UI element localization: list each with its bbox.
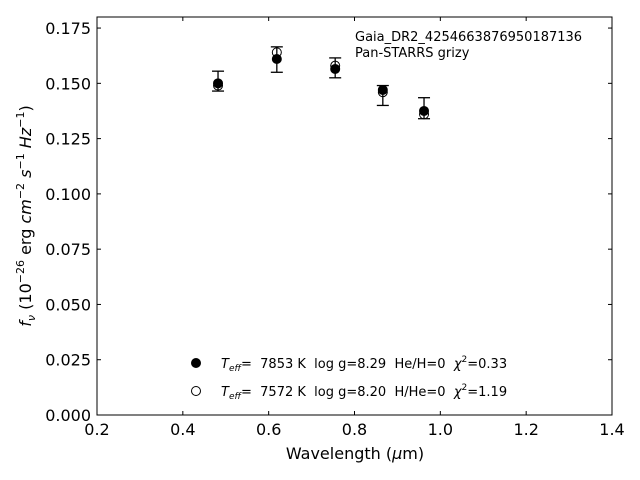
point-model-filled: [377, 84, 388, 95]
y-tick-label: 0.000: [45, 406, 91, 425]
point-model-open: [419, 109, 430, 120]
x-tick-label: 0.6: [256, 420, 281, 439]
x-axis-label: Wavelength (μm): [286, 444, 424, 463]
x-tick-label: 0.4: [170, 420, 195, 439]
legend-marker-filled: [191, 358, 201, 368]
legend-marker-open: [191, 386, 201, 396]
data-points: [213, 47, 430, 120]
x-tick-label: 0.8: [342, 420, 367, 439]
y-axis-label: fν (10−26 erg cm−2 s−1 Hz−1): [14, 105, 38, 326]
legend-entry-2: Teff= 7572 K log g=8.20 H/He=0 χ2=1.19: [191, 383, 507, 402]
y-tick-label: 0.050: [45, 295, 91, 314]
annotation-survey: Pan-STARRS grizy: [355, 46, 470, 61]
annotation-star-id: Gaia_DR2_4254663876950187136: [355, 30, 582, 45]
point-model-filled: [419, 105, 430, 116]
y-tick-label: 0.150: [45, 74, 91, 93]
y-tick-label: 0.100: [45, 185, 91, 204]
x-tick-label: 0.2: [84, 420, 109, 439]
legend-label-2: Teff= 7572 K log g=8.20 H/He=0 χ2=1.19: [221, 383, 507, 402]
y-tick-label: 0.125: [45, 130, 91, 149]
plot-frame: [96, 16, 613, 416]
point-model-open: [271, 47, 282, 58]
legend-label-1: Teff= 7853 K log g=8.29 He/H=0 χ2=0.33: [221, 355, 507, 374]
axis-ticks: 0.2 0.4 0.6 0.8 1.0 1.2 1.4 0.000 0.025 0.050 0.07…: [45, 17, 625, 439]
point-model-open: [377, 87, 388, 98]
y-tick-label: 0.025: [45, 351, 91, 370]
y-tick-label: 0.175: [45, 19, 91, 38]
x-tick-label: 1.4: [599, 420, 624, 439]
point-model-filled: [213, 78, 224, 89]
point-model-open: [213, 80, 224, 91]
error-bars: [212, 46, 431, 120]
point-model-filled: [330, 63, 341, 74]
y-tick-label: 0.075: [45, 240, 91, 259]
legend-entry-1: Teff= 7853 K log g=8.29 He/H=0 χ2=0.33: [191, 355, 507, 374]
point-model-open: [330, 60, 341, 71]
x-tick-label: 1.2: [513, 420, 538, 439]
legend: Teff= 7853 K log g=8.29 He/H=0 χ2=0.33 T…: [191, 355, 507, 402]
x-tick-label: 1.0: [428, 420, 453, 439]
